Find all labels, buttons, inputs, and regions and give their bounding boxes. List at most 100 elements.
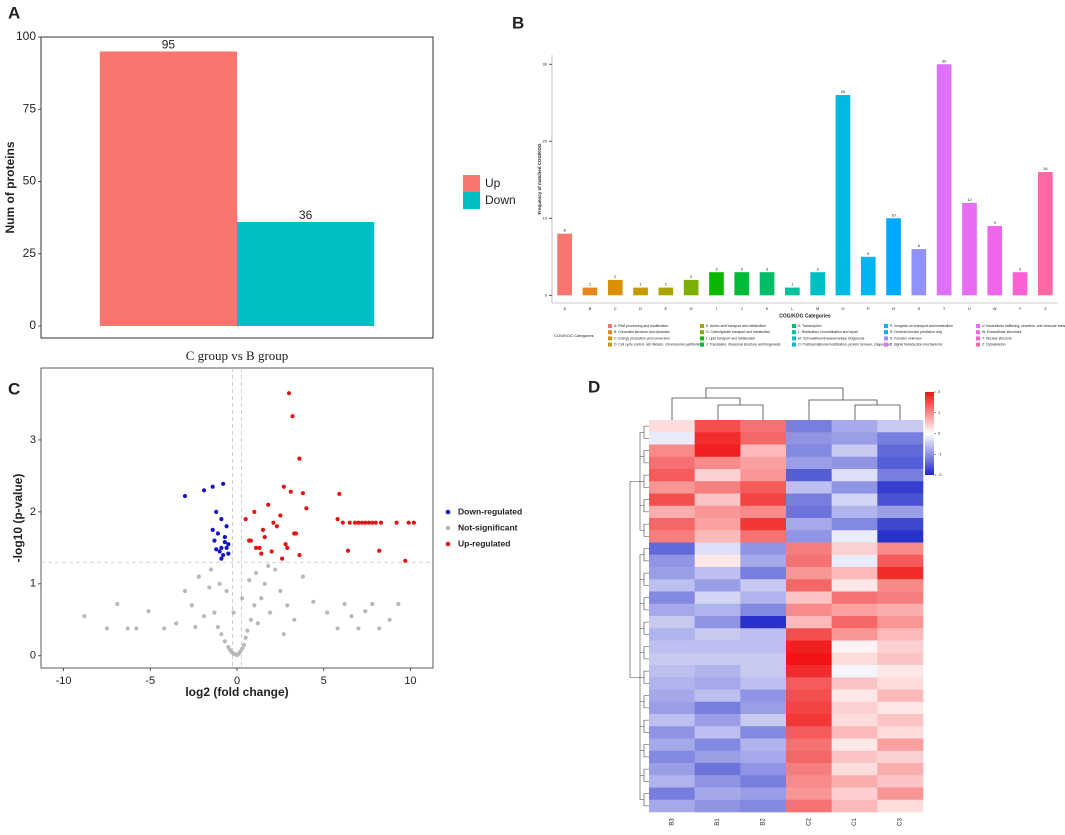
heatmap-cell [649,567,695,580]
legend-swatch [463,192,480,209]
heatmap-cell [649,481,695,494]
bar [785,287,800,296]
heatmap-cell [649,714,695,727]
point [245,628,250,633]
y-tick-label: 75 [23,101,37,115]
heatmap-cell [877,603,924,617]
heatmap-cell [740,591,787,605]
heatmap-cell [694,701,741,715]
heatmap-cell [694,456,741,470]
heatmap-cell [694,481,741,494]
point [363,520,368,525]
legend-swatch [976,336,980,341]
x-tick-label: C group vs B group [186,348,289,363]
heatmap-cell [877,701,924,715]
heatmap-cell [786,579,832,592]
heatmap-cell [877,420,924,433]
heatmap-cell [740,456,787,470]
bar [683,279,699,296]
x-tick-label: O [841,306,844,311]
legend-title: COG/KOG Categories [554,333,594,338]
point [219,516,224,522]
colorbar-tick-label: 0 [938,431,941,436]
heatmap-cell [877,799,924,813]
heatmap-cell [786,775,832,788]
heatmap-cell [694,628,741,641]
heatmap-cell [786,628,832,641]
heatmap-cell [831,738,878,752]
point [377,548,382,553]
legend-swatch [700,342,704,347]
bar [860,256,876,296]
heatmap-cell [694,579,741,592]
legend-label: I: Lipid transport and metabolism [706,336,755,340]
heatmap-cell [786,518,832,531]
point [337,491,342,496]
heatmap-cell [649,750,695,764]
bar-value-label: 2 [690,274,693,279]
y-tick-label: 0 [29,318,36,332]
heatmap-cell [786,444,832,458]
heatmap-cell [786,493,832,507]
bar [582,287,598,296]
point [247,578,252,583]
x-tick-label: U [968,306,971,311]
heatmap-cell [831,456,878,470]
column-label: B2 [761,818,767,826]
heatmap-cell [740,763,787,776]
bar [886,218,901,296]
bar-value-label: 95 [162,38,176,52]
bar-value-label: 9 [994,220,997,225]
heatmap-cell [694,542,741,556]
heatmap-cell [694,591,741,605]
point [377,626,382,631]
heatmap-cell [877,493,924,507]
x-tick-label: A [563,306,566,311]
heatmap-cell [786,420,832,433]
heatmap-cell [649,689,695,703]
point [285,545,290,550]
point [292,617,297,622]
legend-label: W: Extracellular structures [982,330,1022,334]
heatmap-cell [877,750,924,764]
colorbar-tick-label: -1 [938,451,942,456]
bar [911,249,927,296]
heatmap-cell [877,689,924,703]
legend-swatch [463,175,480,192]
heatmap-cell [740,493,787,507]
y-tick-label: 3 [30,434,36,446]
heatmap-cell [786,432,832,445]
heatmap-cell [694,775,741,788]
heatmap-cell [694,689,741,703]
point [226,551,231,556]
heatmap-cell [740,420,787,433]
point [224,524,229,529]
point [285,603,290,608]
point [146,609,151,614]
heatmap-cell [831,714,878,727]
legend-swatch [976,330,980,335]
x-axis-label: COG/KOG Categories [779,313,831,319]
heatmap-cell [649,518,695,531]
bar-value-label: 36 [299,208,313,222]
point [304,506,309,511]
heatmap-cell [740,701,787,715]
point [259,596,264,601]
legend-swatch [884,324,888,328]
heatmap-cell [877,481,924,494]
point [82,614,87,619]
heatmap-cell [786,603,832,617]
heatmap-cell [877,505,924,519]
dendrogram-branches [671,387,901,420]
bar-value-label: 6 [918,243,921,248]
heatmap-cell [786,530,832,543]
x-tick-label: G [690,306,693,311]
x-tick-label: -10 [56,675,72,687]
heatmap-cell [831,799,878,813]
heatmap-cell [877,456,924,470]
point [134,626,139,631]
heatmap-cell [649,799,695,813]
point [252,603,257,608]
heatmap-cell [649,591,695,605]
heatmap-cell [786,567,832,580]
